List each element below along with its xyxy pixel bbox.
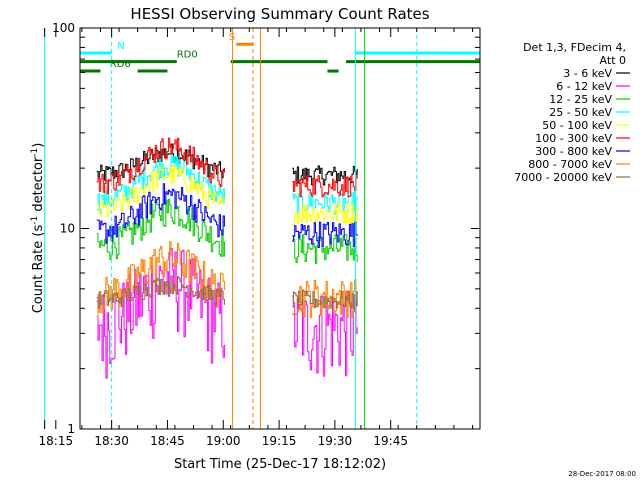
flag-label-rd6: RD6 [110,59,131,70]
plot-frame [79,27,481,430]
flag-label-n: N [117,41,124,52]
legend-label-1: 3 - 6 keV [563,67,612,80]
legend-header-attenuator: Att 0 [600,54,626,67]
y-axis-label: Count Rate (s-1 detector-1) [30,143,46,314]
series-line-4 [96,153,226,214]
x-tick-label: 18:15 [39,434,74,448]
series-line-5 [96,164,226,218]
legend-label-9: 7000 - 20000 keV [514,171,612,184]
legend-label-3: 12 - 25 keV [549,93,612,106]
flag-label-rd0: RD0 [177,50,198,61]
series-line-7 [292,221,358,248]
x-tick-label: 19:15 [262,434,297,448]
flag-label-s: S [229,32,235,43]
y-tick-label: 1 [67,422,75,436]
series-line-6 [96,137,226,195]
legend-label-8: 800 - 7000 keV [528,158,612,171]
x-tick-label: 19:00 [206,434,241,448]
series-line-9 [96,275,226,309]
legend-label-6: 100 - 300 keV [535,132,612,145]
series-line-2 [292,290,358,377]
chart-title: HESSI Observing Summary Count Rates [130,5,429,23]
legend-header-detectors: Det 1,3, FDecim 4, [523,41,626,54]
series-line-7 [96,183,226,244]
series-line-3 [292,234,358,265]
x-tick-label: 19:45 [373,434,408,448]
series-line-1 [292,165,358,186]
x-tick-label: 19:30 [318,434,353,448]
x-tick-label: 18:45 [150,434,185,448]
series-line-6 [292,173,358,198]
y-tick-label: 10 [60,222,75,236]
vlines-layer [44,28,418,429]
flags-layer: N RD0 RD6 S [80,32,480,73]
x-axis-label: Start Time (25-Dec-17 18:12:02) [174,457,386,472]
footer-timestamp: 28-Dec-2017 08:00 [568,470,636,478]
y-tick-label: 100 [52,21,75,35]
series-line-2 [96,247,226,379]
series-line-9 [292,290,358,309]
legend-label-5: 50 - 100 keV [542,119,612,132]
series-line-8 [96,241,226,317]
legend-label-4: 25 - 50 keV [549,106,612,119]
x-tick-label: 18:30 [94,434,129,448]
series-layer [96,137,358,379]
ticks-layer: 18:15 18:30 18:45 19:00 19:15 19:30 19:45 1 10 10… [39,21,480,448]
series-line-5 [292,202,358,226]
legend-label-2: 6 - 12 keV [556,80,612,93]
legend-label-7: 300 - 800 keV [535,145,612,158]
